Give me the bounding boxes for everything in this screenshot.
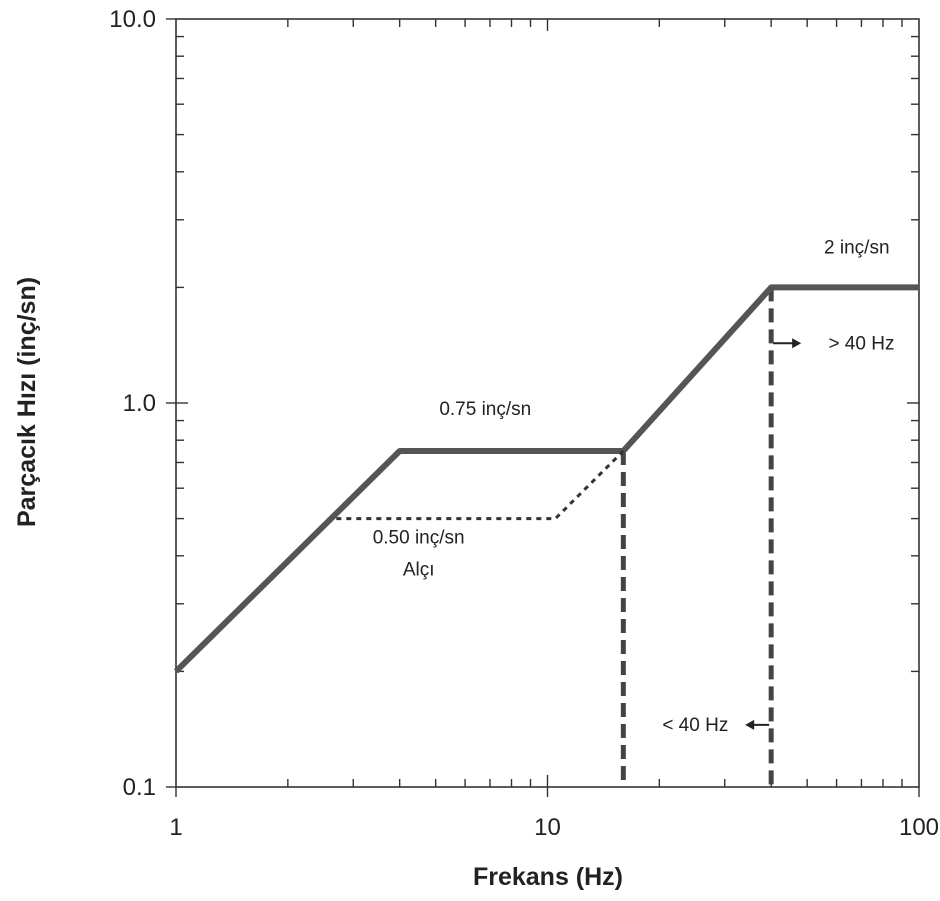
threshold-lines xyxy=(620,287,774,787)
series-lines xyxy=(173,284,919,674)
annotation-markers xyxy=(745,338,802,730)
annotations: 0.75 inç/sn 0.50 inç/sn Alçı 2 inç/sn > 40 H… xyxy=(373,238,895,736)
left-arrow-head xyxy=(745,719,755,730)
x-tick-label: 100 xyxy=(899,814,939,841)
x-axis-title: Frekans (Hz) xyxy=(473,863,623,891)
annotation-label: > 40 Hz xyxy=(828,333,894,354)
y-tick-label: 10.0 xyxy=(109,6,156,33)
plaster-limit-line xyxy=(336,449,625,521)
y-axis-title: Parçacık Hızı (inç/sn) xyxy=(13,277,41,527)
y-tick-label: 1.0 xyxy=(123,390,156,417)
tick-labels: 1 10 100 0.1 1.0 10.0 xyxy=(109,6,939,841)
x-tick-label: 1 xyxy=(169,814,182,841)
annotation-label: 0.50 inç/sn xyxy=(373,528,465,549)
right-arrow-head xyxy=(792,338,802,349)
annotation-label: 0.75 inç/sn xyxy=(439,399,531,420)
x-tick-label: 10 xyxy=(534,814,561,841)
annotation-label: < 40 Hz xyxy=(662,715,728,736)
y-tick-label: 0.1 xyxy=(123,774,156,801)
annotation-label: 2 inç/sn xyxy=(824,238,889,259)
annotation-label: Alçı xyxy=(403,560,435,581)
